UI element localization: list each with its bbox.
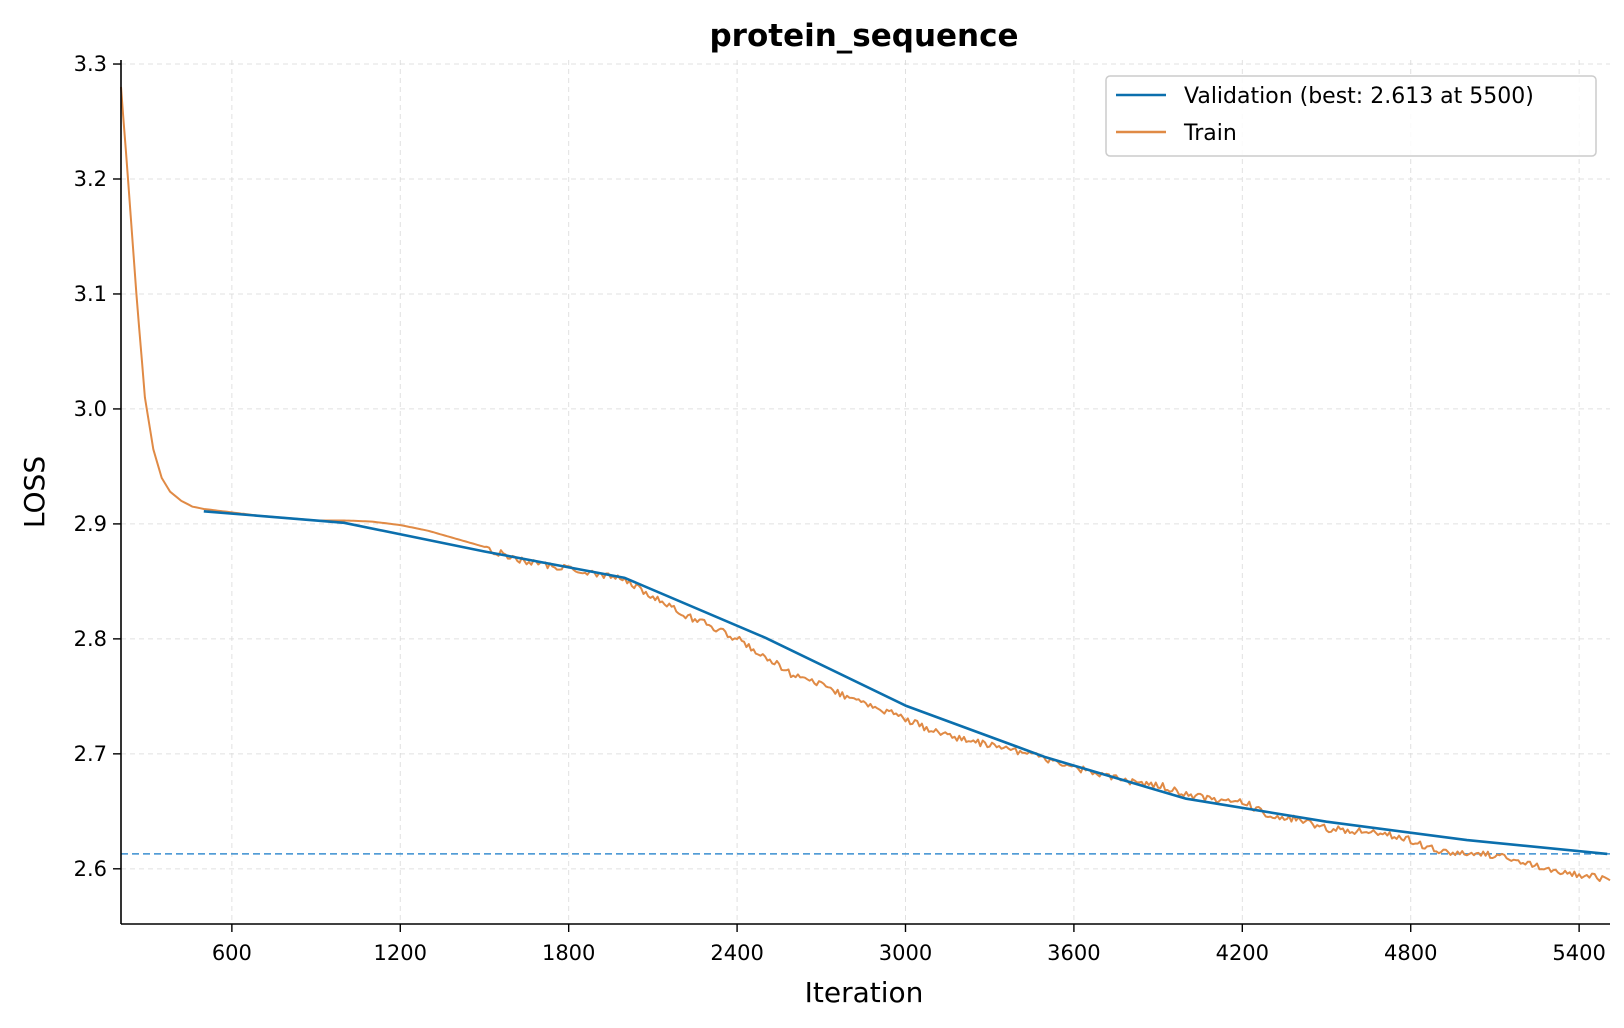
x-tick-label-1200: 1200 — [374, 941, 427, 965]
chart-title: protein_sequence — [709, 18, 1018, 54]
x-tick-label-600: 600 — [212, 941, 252, 965]
y-tick-label-2.9: 2.9 — [74, 512, 107, 536]
legend: Validation (best: 2.613 at 5500) Train — [1105, 75, 1597, 157]
y-tick-label-3.1: 3.1 — [74, 282, 107, 306]
x-tick-label-4200: 4200 — [1216, 941, 1269, 965]
y-tick-label-3: 3.0 — [74, 397, 107, 421]
x-tick-label-1800: 1800 — [542, 941, 595, 965]
x-tick-label-5400: 5400 — [1552, 941, 1605, 965]
series-group — [120, 86, 1611, 882]
legend-label-validation: Validation (best: 2.613 at 5500) — [1184, 84, 1534, 109]
train-series-line — [120, 86, 1611, 882]
x-tick-label-4800: 4800 — [1384, 941, 1437, 965]
y-tick-label-2.8: 2.8 — [74, 627, 107, 651]
axes — [120, 60, 1610, 925]
x-tick-label-3000: 3000 — [879, 941, 932, 965]
y-tick-label-2.6: 2.6 — [74, 857, 107, 881]
y-tick-label-2.7: 2.7 — [74, 742, 107, 766]
ticks: 600 1200 1800 2400 3000 3600 4200 4800 5400 2.6 2.… — [74, 52, 1606, 965]
x-axis-label: Iteration — [805, 976, 924, 1009]
y-axis-label: LOSS — [18, 456, 51, 528]
legend-box — [1105, 75, 1597, 157]
grid-lines — [121, 60, 1610, 924]
y-tick-label-3.3: 3.3 — [74, 52, 107, 76]
legend-label-train: Train — [1183, 121, 1237, 146]
x-tick-label-2400: 2400 — [710, 941, 763, 965]
y-tick-label-3.2: 3.2 — [74, 167, 107, 191]
validation-series-line — [203, 510, 1608, 856]
x-tick-label-3600: 3600 — [1047, 941, 1100, 965]
